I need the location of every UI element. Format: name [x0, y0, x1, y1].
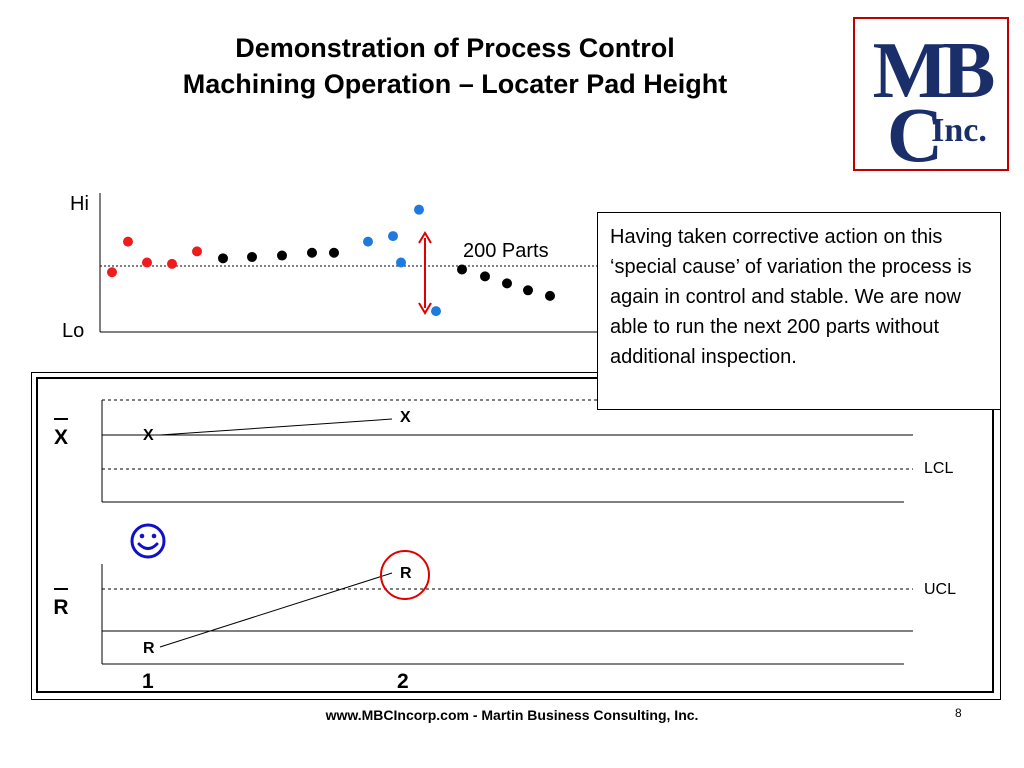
footer-text: www.MBCIncorp.com - Martin Business Cons…	[325, 707, 699, 723]
r-point-1-label: R	[143, 640, 155, 657]
run-point-5	[192, 246, 202, 257]
run-point-8	[277, 250, 287, 261]
xbar-point-2-label: X	[400, 409, 411, 426]
title-line-2: Machining Operation – Locater Pad Height	[182, 69, 728, 99]
logo-inc-text: Inc.	[931, 112, 987, 149]
logo-c-text: C	[887, 91, 943, 169]
run-point-3	[142, 257, 152, 268]
control-chart-frame-inner	[36, 377, 994, 693]
r-point-circle	[380, 550, 430, 600]
run-point-17	[480, 271, 490, 282]
run-point-10	[329, 247, 339, 258]
run-chart-annotation: 200 Parts	[463, 240, 549, 262]
ucl-label: UCL	[924, 581, 957, 598]
control-chart-frame	[31, 372, 1001, 700]
run-point-4	[167, 258, 177, 269]
xbar-point-1-label: X	[143, 427, 154, 444]
page-number: 8	[955, 706, 962, 720]
run-point-1	[107, 267, 117, 278]
run-point-19	[523, 285, 533, 296]
run-chart-hi-label: Hi	[70, 193, 89, 215]
r-axis-letter: R	[53, 596, 69, 619]
r-point-2-label: R	[400, 565, 412, 582]
smiley-face-icon	[130, 523, 166, 559]
run-point-20	[545, 290, 555, 301]
r-connect-line	[159, 572, 393, 648]
adjustment-arrow	[418, 231, 432, 315]
run-point-11	[363, 236, 373, 247]
run-point-9	[307, 247, 317, 258]
slide-title: Demonstration of Process Control Machini…	[60, 30, 850, 102]
run-point-7	[247, 251, 257, 262]
run-point-18	[502, 278, 512, 289]
subgroup-1-label: 1	[142, 670, 154, 693]
run-point-14	[414, 204, 424, 215]
xbar-axis-letter: X	[53, 426, 68, 449]
title-line-1: Demonstration of Process Control	[235, 33, 675, 63]
run-chart-points	[107, 204, 555, 317]
mbc-logo: MB C Inc.	[853, 17, 1009, 171]
run-chart-lo-label: Lo	[62, 320, 85, 342]
lcl-label: LCL	[924, 460, 954, 477]
subgroup-2-label: 2	[397, 670, 409, 693]
logo-mb-text: MB	[873, 27, 995, 115]
xbar-axis-label: X	[50, 418, 72, 450]
r-axis-label: R	[50, 588, 72, 620]
run-point-13	[396, 257, 406, 268]
run-point-16	[457, 264, 467, 275]
run-point-2	[123, 236, 133, 247]
xbar-connect-line	[159, 418, 393, 436]
run-point-15	[431, 306, 441, 317]
callout-box: Having taken corrective action on this ‘…	[597, 212, 1001, 410]
run-point-6	[218, 253, 228, 264]
run-point-12	[388, 231, 398, 242]
